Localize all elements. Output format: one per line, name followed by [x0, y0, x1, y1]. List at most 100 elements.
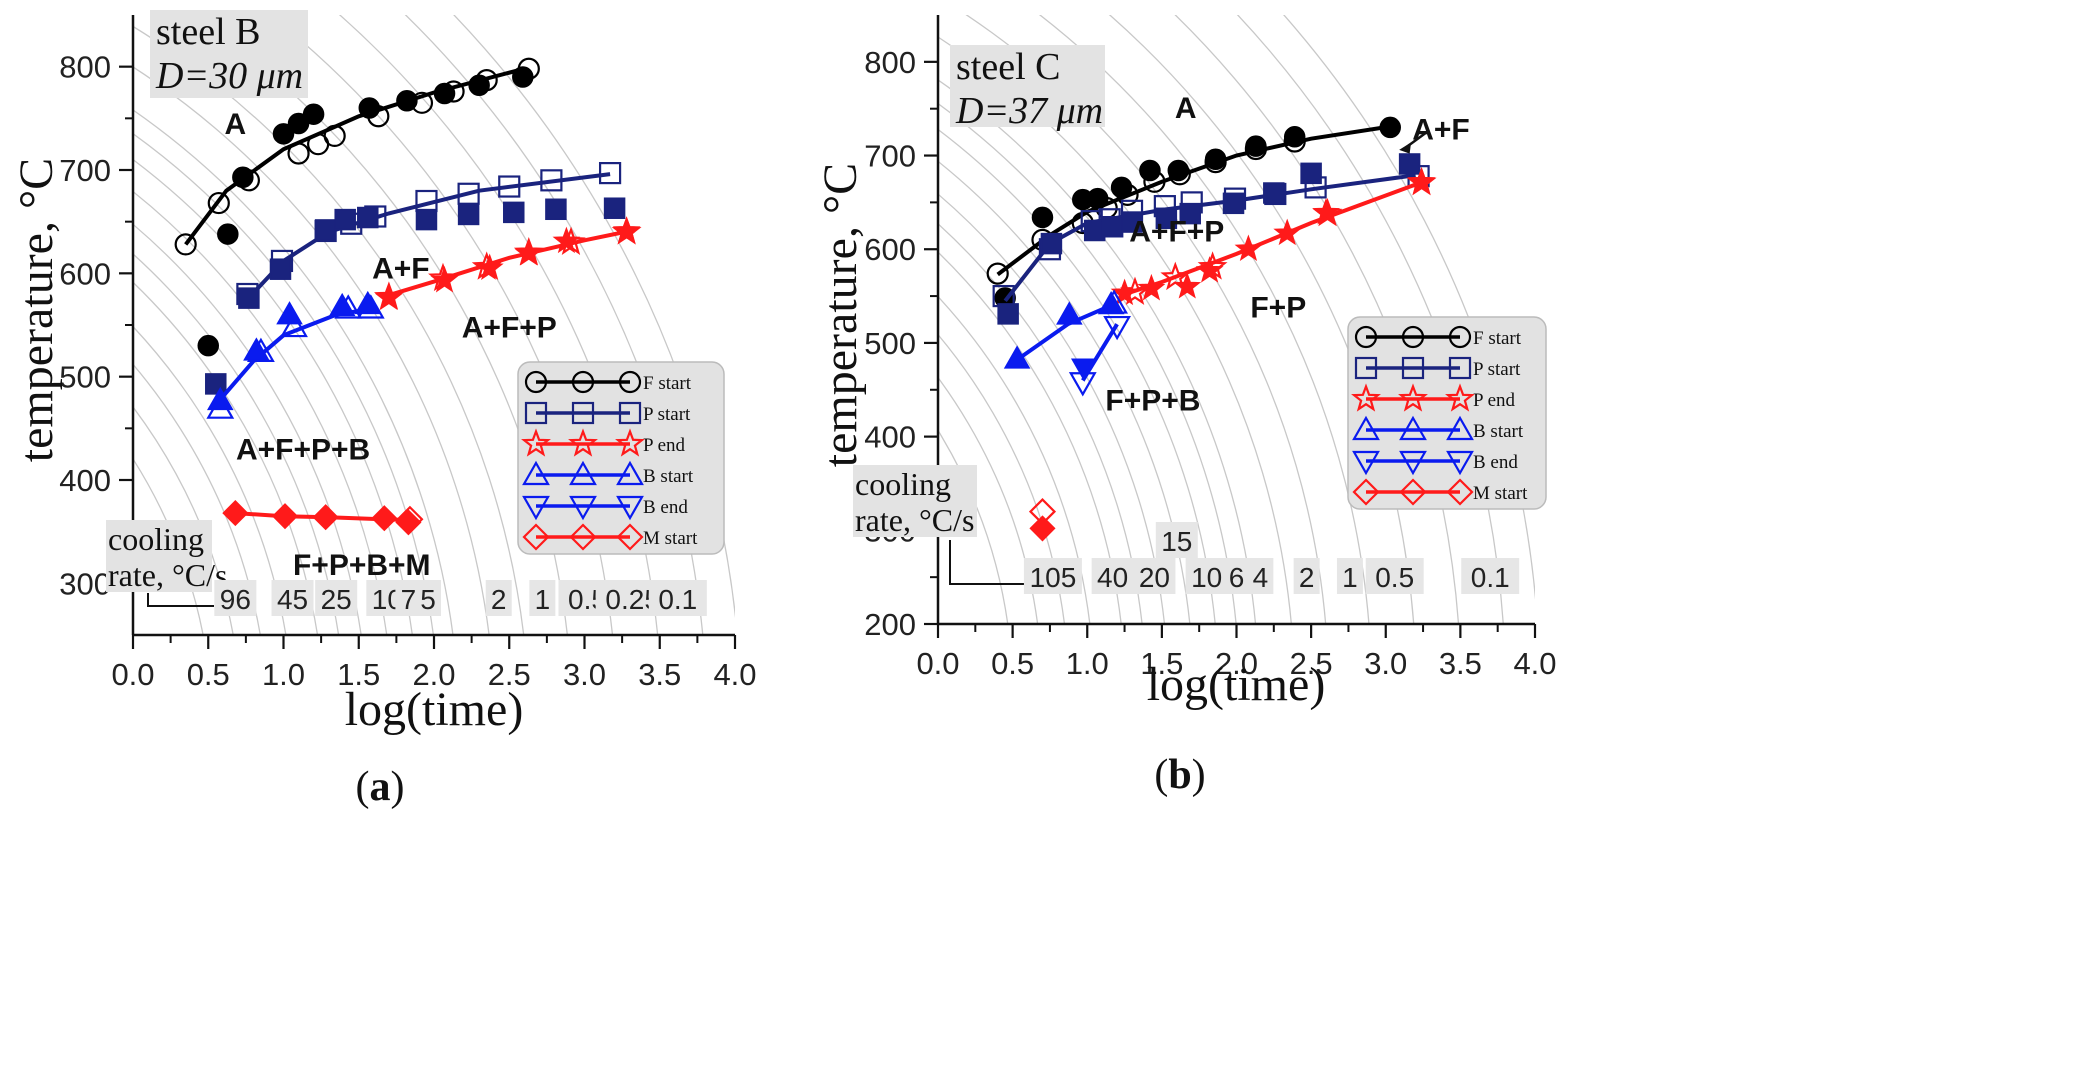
- cooling-rate-box: [1293, 558, 1320, 594]
- series-fit-line: [385, 229, 631, 299]
- filled-marker: [357, 206, 379, 229]
- legend-marker: [616, 460, 644, 486]
- legend-marker: [1446, 415, 1474, 441]
- panel-paren-open: (: [1154, 752, 1168, 798]
- legend: F start P start P end B start B end M start: [517, 361, 725, 555]
- legend-marker: [1352, 478, 1380, 506]
- cooling-arrow: [147, 593, 214, 607]
- filled-marker: [1031, 206, 1054, 229]
- legend-marker: [524, 401, 548, 425]
- filled-marker: [205, 373, 227, 395]
- chart-panel-a: 0.0 0.5 1.0 1.5 2.0 2.5 3.0 3.5 4.0 300 400 500 600 7…: [10, 10, 757, 810]
- cooling-rate-unit: rate, °C/s: [855, 502, 974, 538]
- cooling-curve-line: [938, 295, 1091, 624]
- legend-marker: [569, 460, 597, 486]
- open-marker: [986, 262, 1009, 285]
- cooling-rate-value: 2: [1299, 562, 1315, 593]
- y-tick-label: 500: [59, 360, 111, 395]
- legend-label: F start: [643, 373, 692, 394]
- cooling-rate-box: [1247, 558, 1274, 594]
- region-arrow-head: [1399, 142, 1412, 154]
- series-pstart: [992, 153, 1430, 325]
- phase-region-label: A+F+P: [1129, 216, 1224, 249]
- filled-marker: [334, 208, 356, 231]
- cooling-rate-box: [214, 580, 257, 616]
- phase-region-label: F+P+B: [1105, 384, 1200, 417]
- cooling-rate-box: [1185, 558, 1228, 594]
- cooling-label: cooling: [855, 466, 951, 502]
- filled-marker: [1179, 202, 1201, 225]
- cooling-curve-line: [938, 193, 1166, 624]
- x-tick-label: 1.5: [337, 657, 380, 692]
- cooling-curve-line: [938, 160, 1191, 624]
- cooling-curve-line: [133, 325, 287, 635]
- filled-marker: [358, 97, 381, 119]
- panel-label: (a): [356, 764, 405, 810]
- open-marker: [598, 162, 622, 185]
- legend-marker: [1399, 450, 1427, 476]
- y-tick-label: 600: [864, 232, 916, 267]
- filled-marker: [371, 505, 398, 532]
- cooling-rate-box: [1365, 558, 1424, 594]
- filled-marker: [312, 504, 339, 531]
- cooling-rate-box: [271, 580, 314, 616]
- filled-marker: [552, 226, 581, 254]
- x-tick-label: 3.5: [1439, 646, 1482, 681]
- legend-marker: [524, 370, 548, 394]
- filled-marker: [1398, 153, 1421, 175]
- filled-marker: [514, 239, 543, 266]
- x-tick-label: 0.0: [111, 657, 154, 692]
- y-tick-label: 700: [59, 153, 111, 188]
- cooling-rate-unit: rate, °C/s: [108, 557, 227, 593]
- cooling-rate-value: 40: [1097, 562, 1128, 593]
- filled-marker: [430, 265, 459, 293]
- legend-label: B end: [1473, 452, 1518, 473]
- legend-marker: [1352, 450, 1380, 476]
- cooling-curve-line: [938, 251, 1122, 624]
- legend-marker: [1446, 450, 1474, 476]
- series-bstart: [206, 290, 385, 419]
- x-tick-label: 3.0: [563, 657, 606, 692]
- filled-marker: [545, 198, 567, 221]
- cooling-rate-value: 5: [420, 584, 436, 615]
- panel-paren-open: (: [356, 764, 370, 810]
- cooling-rate-box: [1023, 558, 1082, 594]
- filled-marker: [302, 103, 325, 125]
- panel-letter: b: [1168, 752, 1191, 798]
- legend-marker: [1354, 325, 1378, 349]
- filled-marker: [1173, 272, 1202, 299]
- cooling-rate-box: [1461, 558, 1520, 594]
- cooling-rate-value: 2: [491, 584, 507, 615]
- cooling-rate-box: [315, 580, 358, 616]
- phase-region-label: A: [225, 108, 247, 141]
- legend-label: B start: [1473, 421, 1524, 442]
- cooling-curve-line: [938, 79, 1257, 624]
- legend-marker: [616, 523, 644, 551]
- cooling-curve-line: [938, 222, 1143, 624]
- steel-name: steel C: [956, 46, 1060, 88]
- x-tick-label: 4.0: [713, 657, 756, 692]
- filled-marker: [1070, 358, 1098, 382]
- legend-marker: [569, 495, 597, 521]
- filled-marker: [1263, 182, 1285, 204]
- filled-marker: [1245, 135, 1267, 157]
- cooling-rate-value: 1: [1342, 562, 1358, 593]
- cooling-rate-value: 96: [220, 584, 251, 615]
- filled-marker: [1139, 159, 1161, 182]
- y-tick-label: 700: [864, 139, 916, 174]
- cooling-curve-line: [133, 190, 388, 635]
- x-tick-label: 1.0: [262, 657, 305, 692]
- series-pend: [1110, 167, 1437, 306]
- cooling-curve-line: [938, 128, 1216, 624]
- series-mstart: [1028, 498, 1057, 542]
- filled-marker: [271, 503, 299, 530]
- open-marker: [207, 191, 230, 215]
- filled-marker: [328, 292, 356, 317]
- legend-marker: [1399, 415, 1427, 441]
- filled-marker: [433, 82, 456, 105]
- filled-marker: [1101, 215, 1124, 238]
- filled-marker: [1195, 256, 1224, 283]
- cooling-curve-line: [965, 15, 1327, 624]
- filled-marker: [374, 283, 403, 310]
